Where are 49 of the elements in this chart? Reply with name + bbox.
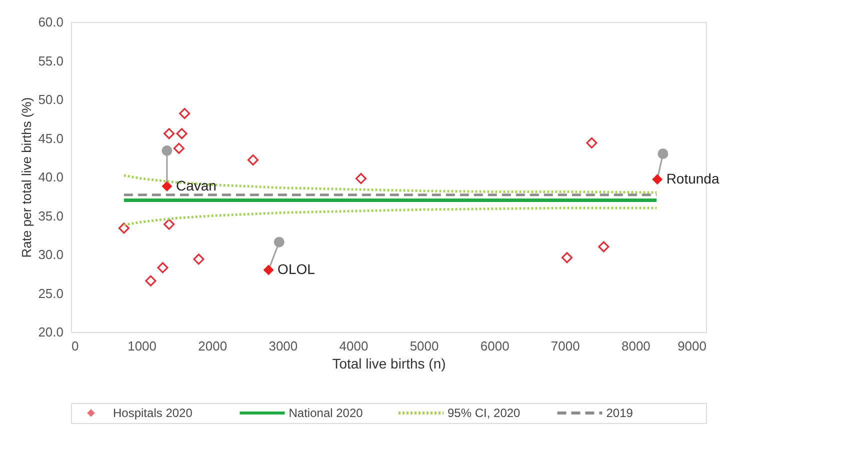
legend-label: 2019 [606, 406, 634, 420]
x-tick-label: 3000 [268, 338, 298, 354]
legend-label: National 2020 [288, 406, 364, 420]
point [355, 173, 367, 184]
point [586, 137, 598, 148]
point [179, 108, 190, 119]
annotation: Cavan [176, 177, 216, 194]
annotation: Rotunda [666, 170, 720, 186]
point [247, 154, 259, 166]
y-tick-label: 20.0 [38, 324, 64, 340]
y-tick-label: 45.0 [38, 130, 64, 146]
y-tick-label: 30.0 [38, 247, 64, 262]
x-tick-label: 9000 [678, 338, 706, 354]
point [561, 252, 573, 264]
line-series [122, 174, 658, 194]
point [164, 218, 175, 230]
point [162, 181, 172, 192]
x-tick-label: 8000 [621, 338, 650, 354]
y-tick-label: 50.0 [38, 92, 64, 107]
point [164, 128, 175, 140]
x-tick-label: 5000 [410, 338, 439, 354]
annotation: OLOL [278, 261, 316, 277]
x-tick-label: 6000 [480, 338, 510, 354]
y-tick-label: 25.0 [38, 286, 64, 301]
point [274, 236, 284, 248]
point [658, 148, 668, 159]
point [157, 262, 168, 274]
point [162, 145, 172, 156]
point [263, 264, 274, 276]
y-axis-title: Rate per total live births (%) [19, 97, 34, 258]
point [598, 241, 610, 252]
point [652, 174, 663, 185]
x-tick-label: 4000 [339, 338, 368, 354]
point [118, 222, 130, 234]
x-tick-label: 2000 [198, 338, 228, 354]
legend-label: Hospitals 2020 [113, 406, 193, 420]
point [173, 142, 184, 154]
x-tick-label: 7000 [550, 338, 580, 354]
y-tick-label: 35.0 [38, 208, 64, 224]
y-tick-label: 60.0 [38, 14, 64, 30]
y-tick-label: 40.0 [38, 170, 64, 184]
point [193, 254, 204, 265]
point [145, 275, 156, 286]
x-tick-label: 1000 [128, 338, 157, 354]
x-axis-title: Total live births (n) [332, 356, 446, 372]
legend-label: 95% CI, 2020 [448, 406, 521, 420]
y-tick-label: 55.0 [38, 53, 64, 68]
point [176, 128, 188, 140]
x-tick-label: 0 [72, 338, 79, 354]
